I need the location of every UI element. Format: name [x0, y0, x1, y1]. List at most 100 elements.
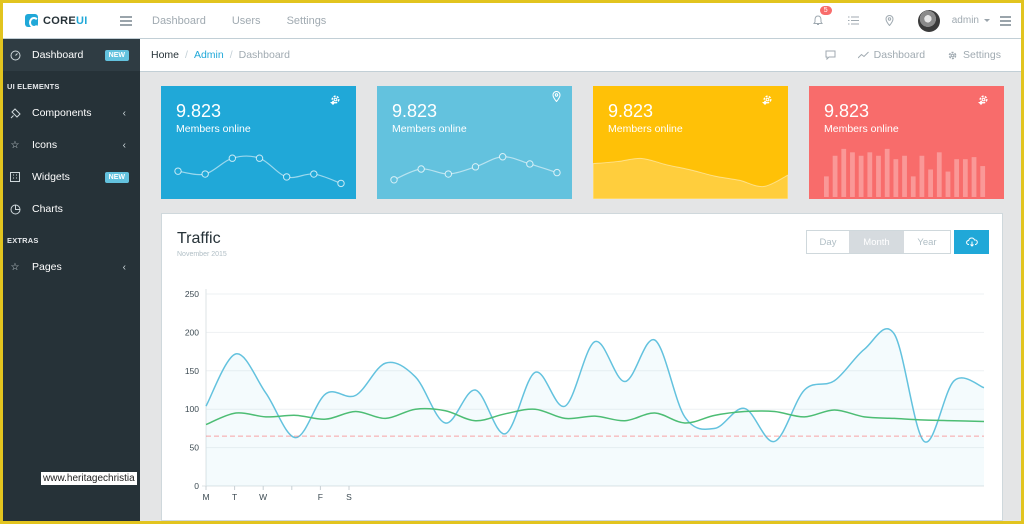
- coreui-logo-icon: [25, 14, 39, 28]
- card-settings-dropdown[interactable]: [978, 95, 988, 105]
- graph-icon: [857, 51, 869, 59]
- x-tick-label: M: [202, 492, 209, 502]
- sidebar-item-widgets[interactable]: Widgets NEW: [3, 161, 140, 193]
- messages-button[interactable]: [825, 50, 836, 60]
- bar-sparkline-bar: [841, 148, 847, 197]
- sparkline-point: [174, 167, 182, 175]
- sidebar-item-label: Dashboard: [32, 49, 84, 61]
- chevron-down-icon: [330, 102, 336, 105]
- card-settings-dropdown[interactable]: [762, 95, 772, 105]
- bar-sparkline-bar: [936, 152, 942, 197]
- breadcrumb-dashboard-label: Dashboard: [873, 49, 926, 61]
- card-settings-dropdown[interactable]: [330, 95, 340, 105]
- location-button[interactable]: [872, 15, 908, 26]
- notification-badge: 5: [819, 6, 832, 15]
- stat-value: 9.823: [608, 101, 654, 121]
- stat-label: Members online: [176, 123, 251, 135]
- sidebar-item-icons[interactable]: ☆ Icons ‹: [3, 129, 140, 161]
- tasks-button[interactable]: [836, 16, 872, 25]
- topnav-users-link[interactable]: Users: [231, 14, 261, 27]
- sparkline-chart: [390, 153, 561, 184]
- area-sparkline-chart: [593, 157, 788, 199]
- sidebar-section-title: EXTRAS: [7, 236, 39, 245]
- gear-icon: [979, 95, 988, 104]
- breadcrumb-admin-link[interactable]: Admin: [193, 49, 224, 61]
- sparkline-point: [310, 170, 318, 178]
- traffic-subtitle: November 2015: [177, 251, 227, 258]
- stat-value: 9.823: [824, 101, 870, 121]
- sparkline-chart: [174, 154, 345, 188]
- stat-card-members-lightblue: 9.823 Members online: [377, 86, 572, 199]
- stat-card-members-yellow: 9.823 Members online: [593, 86, 788, 199]
- bar-sparkline-bar: [962, 159, 968, 197]
- cloud-download-icon: [965, 237, 978, 247]
- bar-sparkline-bar: [945, 171, 951, 197]
- avatar[interactable]: [917, 9, 940, 32]
- aside-menu-toggle-icon[interactable]: [1000, 16, 1011, 26]
- notifications-button[interactable]: 5: [800, 6, 836, 26]
- breadcrumb: Home / Admin / Dashboard Dashboard Setti…: [140, 39, 1021, 72]
- sparkline-point: [201, 170, 209, 178]
- gear-icon: [331, 95, 340, 104]
- sidebar-item-pages[interactable]: ☆ Pages ‹: [3, 251, 140, 283]
- star-icon: ☆: [10, 139, 20, 151]
- chevron-down-icon[interactable]: [984, 19, 990, 22]
- period-month-button[interactable]: Month: [849, 231, 904, 253]
- sidebar-item-label: Icons: [32, 139, 58, 151]
- location-pin-icon: [885, 15, 894, 26]
- bar-sparkline-bar: [858, 155, 864, 197]
- x-tick-label: T: [232, 492, 237, 502]
- period-selector: Day Month Year: [806, 230, 951, 254]
- bar-sparkline-bar: [919, 155, 925, 197]
- y-tick-label: 100: [185, 404, 199, 414]
- calculator-icon: [9, 171, 21, 183]
- watermark-text: www.heritagechristia: [41, 472, 137, 485]
- sidebar-item-dashboard[interactable]: Dashboard NEW: [3, 39, 140, 71]
- period-year-button[interactable]: Year: [904, 231, 950, 253]
- traffic-title: Traffic: [177, 230, 221, 247]
- breadcrumb-dashboard-button[interactable]: Dashboard: [857, 49, 926, 61]
- sparkline-point: [444, 170, 453, 178]
- top-nav: Dashboard Users Settings: [152, 15, 326, 27]
- breadcrumb-home-link[interactable]: Home: [151, 49, 180, 61]
- topnav-settings-link[interactable]: Settings: [286, 14, 327, 27]
- bar-sparkline-bar: [902, 155, 907, 197]
- chevron-down-icon: [762, 102, 768, 105]
- brand-logo[interactable]: COREUI: [3, 14, 140, 28]
- traffic-line-chart: 0 50 100 150 200 250 M T W F S: [185, 289, 985, 502]
- breadcrumb-separator: /: [229, 49, 233, 61]
- series-line-main: [205, 328, 985, 443]
- sparkline-point: [526, 160, 534, 168]
- y-tick-label: 50: [190, 443, 200, 453]
- sidebar-item-label: Charts: [32, 203, 63, 215]
- sidebar-item-components[interactable]: Components ‹: [3, 97, 140, 129]
- y-tick-label: 250: [185, 289, 199, 299]
- pie-chart-icon: [9, 203, 21, 215]
- sparkline-point: [498, 153, 507, 161]
- puzzle-icon: [9, 107, 21, 119]
- chevron-left-icon: ‹: [122, 261, 126, 273]
- stat-card-members-red: 9.823 Members online: [809, 86, 1004, 199]
- chevron-left-icon: ‹: [122, 139, 126, 151]
- sidebar-toggle-icon[interactable]: [120, 16, 132, 26]
- period-day-button[interactable]: Day: [807, 231, 849, 253]
- sidebar-item-label: Pages: [32, 261, 62, 273]
- sidebar-section-title: UI ELEMENTS: [7, 82, 60, 91]
- speech-bubble-icon: [825, 50, 836, 60]
- topnav-dashboard-link[interactable]: Dashboard: [152, 14, 206, 27]
- bar-sparkline-bar: [954, 159, 960, 197]
- stat-label: Members online: [392, 123, 467, 135]
- sidebar-item-charts[interactable]: Charts: [3, 193, 140, 225]
- breadcrumb-settings-button[interactable]: Settings: [947, 49, 1001, 61]
- sidebar: Dashboard NEW UI ELEMENTS Components ‹ ☆…: [3, 39, 140, 521]
- x-tick-label: S: [346, 492, 352, 502]
- new-badge: NEW: [104, 49, 129, 61]
- user-name[interactable]: admin: [951, 15, 979, 26]
- bar-sparkline-bar: [910, 176, 916, 197]
- download-button[interactable]: [954, 230, 989, 254]
- bar-sparkline-bar: [884, 148, 890, 197]
- series-line-secondary: [205, 407, 985, 426]
- bell-icon: [812, 15, 823, 25]
- brand-name: COREUI: [43, 14, 88, 27]
- traffic-panel: Traffic November 2015 Day Month Year 0 50…: [161, 213, 1003, 521]
